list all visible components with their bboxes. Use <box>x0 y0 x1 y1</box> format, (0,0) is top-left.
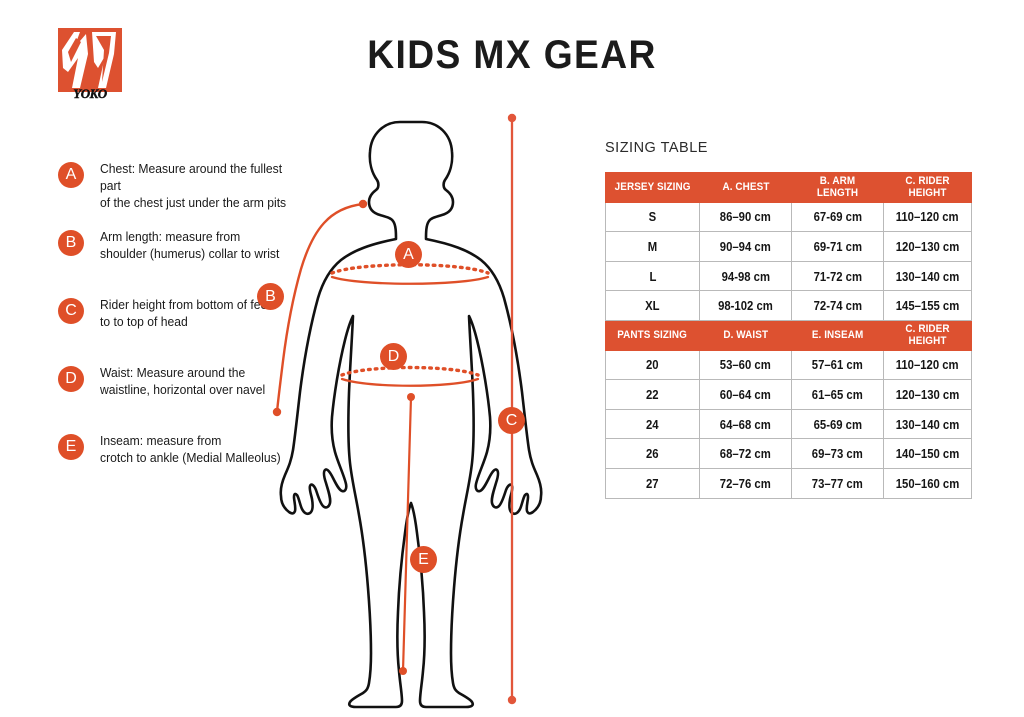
cell-rider-height: 145–155 cm <box>883 290 972 321</box>
legend-item-a: A Chest: Measure around the fullest part… <box>58 160 308 212</box>
legend-item-b: B Arm length: measure from shoulder (hum… <box>58 228 308 280</box>
jersey-col-header-3-label: C. RIDER HEIGHT <box>905 175 950 200</box>
page-title: KIDS MX GEAR <box>367 33 657 77</box>
table-row: 26 68–72 cm 69–73 cm 140–150 cm <box>605 438 972 469</box>
table-row: M 90–94 cm 69-71 cm 120–130 cm <box>605 231 972 262</box>
body-diagram: A B C D E <box>230 105 590 717</box>
cell-waist: 64–68 cm <box>699 408 792 440</box>
sizing-table-caption: SIZING TABLE <box>605 140 708 156</box>
jersey-col-header-0-label: JERSEY SIZING <box>614 181 691 194</box>
cell-chest: 90–94 cm <box>699 231 792 262</box>
sizing-table-section: SIZING TABLE JERSEY SIZING A. CHEST B. A… <box>605 140 972 499</box>
jersey-col-header-3: C. RIDER HEIGHT <box>883 172 972 203</box>
figure-badge-e: E <box>410 546 437 573</box>
cell-rider-height: 140–150 cm <box>883 438 972 469</box>
pants-col-header-2-label: E. INSEAM <box>811 329 864 342</box>
pants-header-row: PANTS SIZING D. WAIST E. INSEAM C. RIDER… <box>605 319 972 351</box>
cell-arm-length: 69-71 cm <box>791 231 884 262</box>
cell-arm-length: 67-69 cm <box>791 201 884 233</box>
legend-text-d: Waist: Measure around the waistline, hor… <box>100 365 266 397</box>
pants-col-header-1: D. WAIST <box>699 319 792 351</box>
cell-rider-height: 150–160 cm <box>883 467 972 499</box>
cell-size: 26 <box>605 438 700 469</box>
table-row: 22 60–64 cm 61–65 cm 120–130 cm <box>605 379 972 410</box>
legend-badge-c: C <box>58 298 84 324</box>
legend-text-e: Inseam: measure from crotch to ankle (Me… <box>100 433 281 465</box>
cell-chest: 94-98 cm <box>699 260 792 292</box>
cell-size: 27 <box>605 467 700 499</box>
arm-length-measure-line <box>272 199 368 417</box>
waist-measure-line <box>340 365 480 387</box>
cell-waist: 72–76 cm <box>699 467 792 499</box>
pants-col-header-0-label: PANTS SIZING <box>617 329 688 342</box>
measurement-legend: A Chest: Measure around the fullest part… <box>58 160 308 500</box>
jersey-col-header-0: JERSEY SIZING <box>605 172 700 203</box>
cell-waist: 60–64 cm <box>699 379 792 410</box>
cell-chest: 98-102 cm <box>699 290 792 321</box>
legend-badge-d: D <box>58 366 84 392</box>
cell-inseam: 73–77 cm <box>791 467 884 499</box>
cell-rider-height: 130–140 cm <box>883 260 972 292</box>
table-row: XL 98-102 cm 72-74 cm 145–155 cm <box>605 290 972 321</box>
inseam-measure-line <box>399 393 415 675</box>
jersey-header-row: JERSEY SIZING A. CHEST B. ARM LENGTH C. … <box>605 172 972 203</box>
legend-item-d: D Waist: Measure around the waistline, h… <box>58 364 308 416</box>
cell-inseam: 61–65 cm <box>791 379 884 410</box>
cell-size: 22 <box>605 379 700 410</box>
cell-size: XL <box>605 290 700 321</box>
table-row: 24 64–68 cm 65-69 cm 130–140 cm <box>605 408 972 440</box>
table-row: L 94-98 cm 71-72 cm 130–140 cm <box>605 260 972 292</box>
pants-col-header-3-label: C. RIDER HEIGHT <box>905 323 950 348</box>
table-row: 27 72–76 cm 73–77 cm 150–160 cm <box>605 467 972 499</box>
sizing-table: JERSEY SIZING A. CHEST B. ARM LENGTH C. … <box>605 172 972 499</box>
body-outline-icon <box>279 120 543 709</box>
legend-text-a: Chest: Measure around the fullest part o… <box>100 161 287 210</box>
cell-chest: 86–90 cm <box>699 201 792 233</box>
chest-measure-line <box>330 263 490 285</box>
table-row: 20 53–60 cm 57–61 cm 110–120 cm <box>605 349 972 381</box>
figure-badge-a: A <box>395 241 422 268</box>
cell-arm-length: 71-72 cm <box>791 260 884 292</box>
jersey-col-header-2-label: B. ARM LENGTH <box>816 175 859 200</box>
cell-rider-height: 130–140 cm <box>883 408 972 440</box>
pants-col-header-2: E. INSEAM <box>791 319 884 351</box>
cell-arm-length: 72-74 cm <box>791 290 884 321</box>
pants-col-header-1-label: D. WAIST <box>723 329 768 342</box>
jersey-col-header-1: A. CHEST <box>699 172 792 203</box>
jersey-col-header-1-label: A. CHEST <box>722 181 769 194</box>
table-row: S 86–90 cm 67-69 cm 110–120 cm <box>605 201 972 233</box>
yoko-logo-icon <box>58 28 122 92</box>
legend-badge-a: A <box>58 162 84 188</box>
legend-badge-e: E <box>58 434 84 460</box>
cell-size: 24 <box>605 408 700 440</box>
legend-badge-b: B <box>58 230 84 256</box>
brand-wordmark: YOKO <box>73 86 107 101</box>
cell-rider-height: 110–120 cm <box>883 349 972 381</box>
figure-badge-c: C <box>498 407 525 434</box>
jersey-col-header-2: B. ARM LENGTH <box>791 172 884 203</box>
legend-text-b: Arm length: measure from shoulder (humer… <box>100 229 280 261</box>
cell-rider-height: 120–130 cm <box>883 379 972 410</box>
cell-rider-height: 110–120 cm <box>883 201 972 233</box>
cell-waist: 53–60 cm <box>699 349 792 381</box>
cell-waist: 68–72 cm <box>699 438 792 469</box>
cell-size: L <box>605 260 700 292</box>
pants-col-header-3: C. RIDER HEIGHT <box>883 319 972 351</box>
cell-size: M <box>605 231 700 262</box>
cell-inseam: 69–73 cm <box>791 438 884 469</box>
cell-size: S <box>605 201 700 233</box>
cell-inseam: 65-69 cm <box>791 408 884 440</box>
body-figure-svg <box>272 113 543 709</box>
pants-col-header-0: PANTS SIZING <box>605 319 700 351</box>
figure-badge-d: D <box>380 343 407 370</box>
figure-badge-b: B <box>257 283 284 310</box>
cell-inseam: 57–61 cm <box>791 349 884 381</box>
legend-item-e: E Inseam: measure from crotch to ankle (… <box>58 432 308 484</box>
cell-rider-height: 120–130 cm <box>883 231 972 262</box>
cell-size: 20 <box>605 349 700 381</box>
brand-logo: YOKO <box>58 28 122 104</box>
